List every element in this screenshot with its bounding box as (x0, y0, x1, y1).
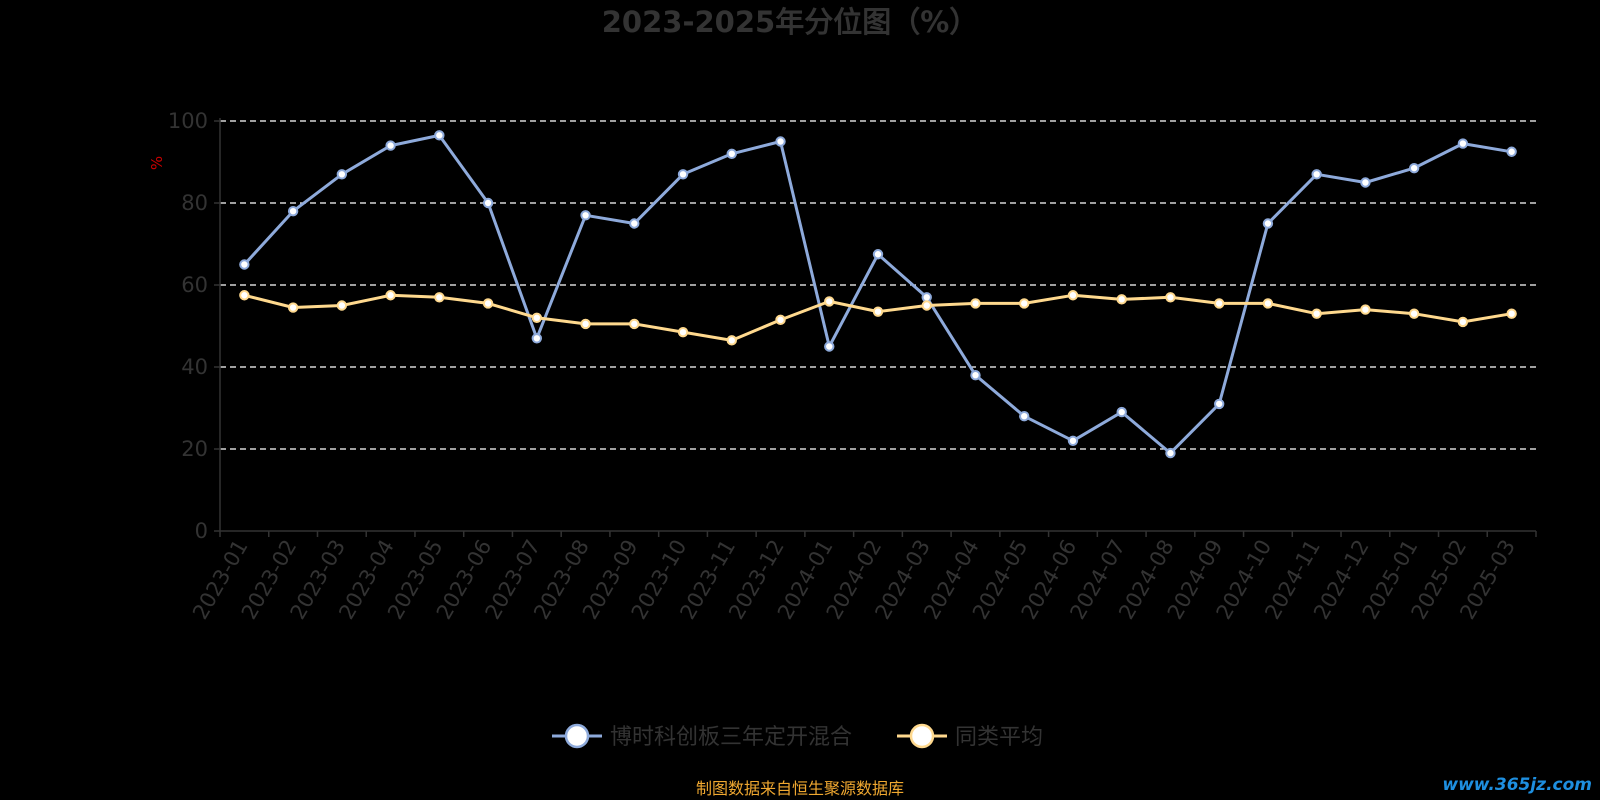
y-tick-label: 100 (168, 109, 208, 133)
series-1-point (1360, 177, 1371, 188)
series-2-point (580, 318, 591, 330)
legend[interactable]: 博时科创板三年定开混合 同类平均 (552, 723, 1043, 750)
series-2-point (677, 326, 689, 338)
legend-swatch-marker (909, 723, 935, 749)
series-1-point (580, 210, 591, 221)
gridlines (220, 120, 1536, 450)
y-axis-unit-label: % (148, 156, 166, 170)
series-2-point (385, 290, 396, 301)
legend-label: 同类平均 (955, 725, 1043, 750)
series-2-point (921, 300, 932, 311)
y-tick-label: 20 (181, 437, 208, 461)
series-1-point (629, 218, 640, 229)
series-2-point (629, 318, 640, 330)
axes: 0204060801002023-012023-022023-032023-04… (168, 109, 1537, 623)
series-1-point (385, 140, 396, 151)
series-2-point (1213, 298, 1225, 309)
series-2-point (1408, 308, 1420, 319)
series-1-point (336, 169, 348, 180)
series-2-point (336, 300, 348, 311)
series-1-point (1506, 146, 1517, 157)
series-2-point (1067, 290, 1079, 301)
series-2-point (1116, 294, 1127, 305)
series-1-point (531, 333, 543, 344)
series-2-point (726, 335, 737, 346)
series-1-point (1067, 435, 1079, 446)
source-note: 制图数据来自恒生聚源数据库 (695, 779, 904, 798)
series-2-point (872, 306, 884, 317)
series-2-point (1262, 298, 1274, 309)
series-1-point (1262, 218, 1274, 229)
series-1-point (677, 169, 689, 180)
series-2-point (482, 298, 494, 309)
series-1-point (1457, 138, 1469, 149)
series-1-point (1311, 169, 1322, 180)
series-lines (239, 130, 1517, 459)
series-2-point (1360, 304, 1371, 315)
series-1-point (434, 130, 445, 141)
chart-title: 2023-2025年分位图（%） (602, 5, 979, 39)
series-1-point (1408, 162, 1420, 174)
series-1-point (1116, 406, 1127, 418)
series-1-point (1213, 398, 1225, 410)
series-1-point (1165, 447, 1176, 459)
series-1-point (287, 206, 299, 217)
series-2-point (287, 302, 299, 313)
series-2-point (775, 314, 786, 326)
series-2-point (1457, 316, 1469, 328)
y-tick-label: 80 (181, 191, 208, 215)
series-1-point (239, 259, 250, 270)
series-2-point (1506, 308, 1517, 319)
legend-item-1[interactable]: 博时科创板三年定开混合 (552, 723, 852, 750)
series-line-2 (244, 293, 1512, 342)
series-2-point (1019, 298, 1030, 309)
series-2-point (824, 296, 835, 307)
series-1-point (970, 370, 981, 381)
y-tick-label: 40 (181, 355, 208, 379)
legend-label: 博时科创板三年定开混合 (610, 725, 852, 750)
legend-item-2[interactable]: 同类平均 (897, 723, 1043, 750)
series-2-point (239, 290, 250, 301)
series-2-point (1165, 292, 1176, 303)
series-2-point (434, 292, 445, 303)
watermark-logo: www.365jz.com (1442, 775, 1592, 795)
series-1-point (921, 292, 932, 303)
series-line-1 (243, 133, 1512, 455)
series-1-point (482, 197, 494, 209)
series-1-point (775, 136, 786, 147)
series-1-point (1019, 411, 1030, 422)
series-1-point (824, 341, 835, 352)
y-tick-label: 60 (181, 273, 208, 297)
series-1-point (726, 148, 737, 160)
legend-swatch-marker (564, 723, 590, 749)
series-2-point (531, 312, 543, 323)
series-2-point (970, 298, 981, 309)
y-tick-label: 0 (195, 519, 208, 543)
series-2-point (1311, 308, 1322, 319)
series-1-point (872, 249, 884, 260)
